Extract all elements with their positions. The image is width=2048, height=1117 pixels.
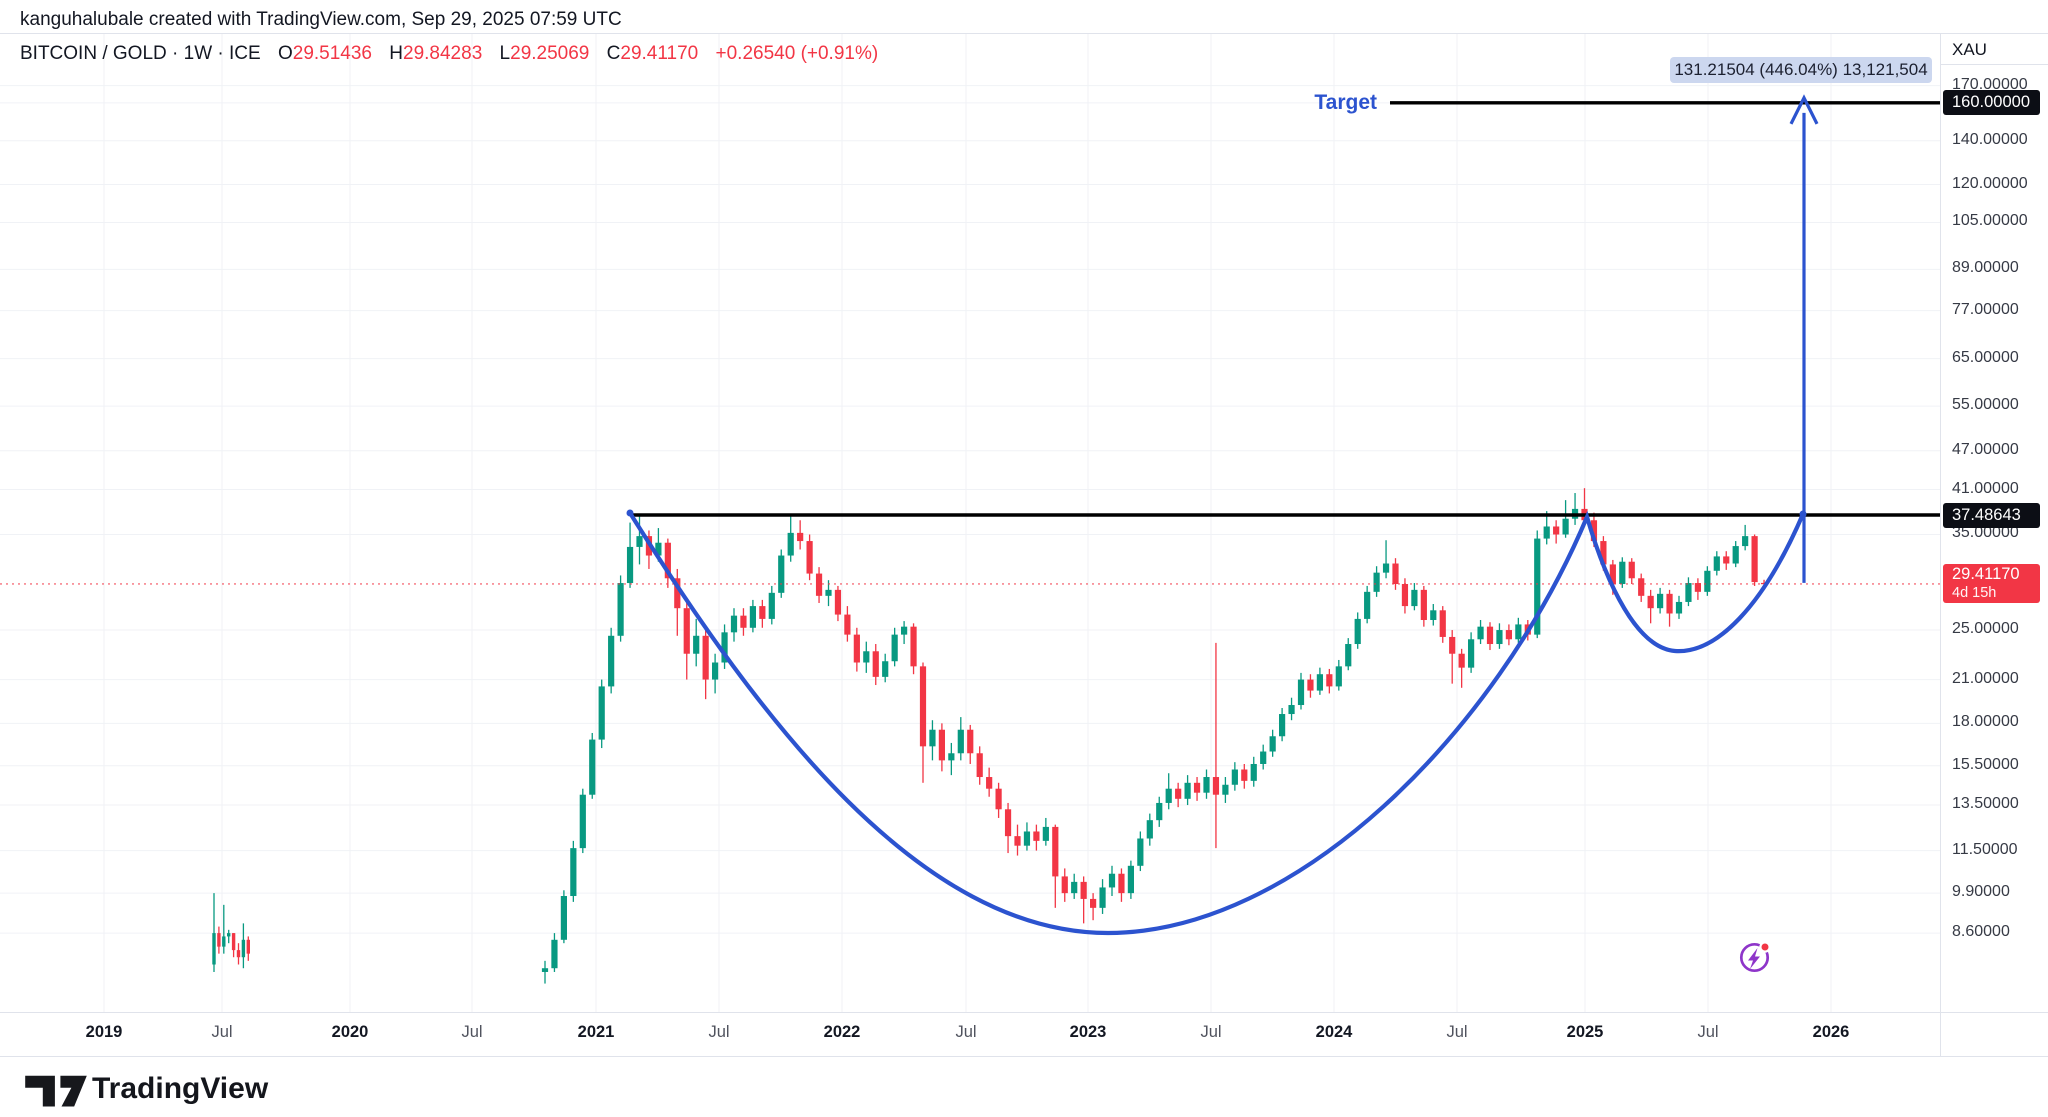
projection-arrow-head: [1789, 94, 1819, 125]
price-tick-label: 170.00000: [1952, 75, 2028, 93]
high-value: 29.84283: [403, 43, 483, 64]
price-tick-label: 65.00000: [1952, 348, 2019, 366]
cup-and-handle-curve[interactable]: [627, 510, 1806, 936]
attribution-text: kanguhalubale created with TradingView.c…: [20, 9, 622, 30]
price-tick-label: 120.00000: [1952, 174, 2028, 192]
time-tick-label: Jul: [955, 1023, 977, 1041]
high-label: H: [389, 43, 404, 64]
time-tick-label: 2022: [823, 1023, 861, 1041]
last-price-badge: 29.41170 4d 15h: [1943, 563, 2040, 603]
time-tick-label: 2019: [85, 1023, 123, 1041]
price-tick-label: 11.50000: [1952, 840, 2018, 858]
time-tick-label: Jul: [1446, 1023, 1468, 1041]
low-label: L: [499, 43, 511, 64]
price-axis-border: [1940, 33, 1941, 1056]
time-axis[interactable]: 2019 Jul 2020 Jul 2021 Jul 2022 Jul 2023 Jul 2024 J…: [0, 1012, 2048, 1056]
price-tick-label: 89.00000: [1952, 259, 2019, 277]
time-tick-label: Jul: [211, 1023, 233, 1041]
open-value: 29.51436: [292, 43, 372, 64]
time-tick-label: Jul: [461, 1023, 483, 1041]
tradingview-brand-text[interactable]: TradingView: [92, 1072, 269, 1105]
price-tick-label: 41.00000: [1952, 479, 2019, 497]
price-tick-label: 13.50000: [1952, 795, 2019, 813]
symbol-header: BITCOIN / GOLD · 1W · ICE O29.51436 H29.…: [20, 43, 878, 65]
price-tick-label: 15.50000: [1952, 755, 2019, 773]
time-tick-label: 2020: [331, 1023, 369, 1041]
price-tick-label: 25.00000: [1952, 620, 2019, 638]
target-price-badge: 160.00000: [1943, 90, 2040, 116]
price-tick-label: 8.60000: [1952, 923, 2010, 941]
time-tick-label: Jul: [708, 1023, 730, 1041]
price-tick-label: 140.00000: [1952, 130, 2028, 148]
candles-main: [541, 488, 1768, 984]
change-value: +0.26540 (+0.91%): [715, 43, 879, 64]
time-tick-label: 2024: [1315, 1023, 1353, 1041]
price-tick-label: 18.00000: [1952, 713, 2019, 731]
chart-top-border: [0, 33, 2048, 34]
price-tick-label: 35.00000: [1952, 524, 2019, 542]
price-tick-label: 21.00000: [1952, 669, 2019, 687]
tradingview-logo-icon[interactable]: [24, 1068, 88, 1112]
curve-anchor-point[interactable]: [626, 509, 634, 517]
plot-area[interactable]: [0, 33, 1940, 1012]
open-label: O: [277, 43, 293, 64]
price-tick-label: 55.00000: [1952, 396, 2019, 414]
price-tick-label: 9.90000: [1952, 883, 2010, 901]
time-tick-label: Jul: [1200, 1023, 1222, 1041]
price-axis-unit: XAU: [1941, 34, 2048, 65]
close-value: 29.41170: [620, 43, 699, 64]
lightning-bolt-glyph: [1748, 948, 1760, 969]
price-axis[interactable]: 170.00000 140.00000 120.00000 105.00000 89.0…: [1940, 0, 2048, 1117]
resistance-price-badge: 37.48643: [1943, 502, 2040, 528]
price-tick-label: 105.00000: [1952, 212, 2028, 230]
time-tick-label: 2021: [577, 1023, 615, 1041]
price-tick-label: 47.00000: [1952, 440, 2019, 458]
price-tick-label: 77.00000: [1952, 300, 2019, 318]
target-label[interactable]: Target: [1314, 91, 1377, 114]
time-tick-label: 2025: [1566, 1023, 1604, 1041]
time-axis-top-border: [0, 1012, 2048, 1013]
time-tick-label: 2026: [1812, 1023, 1850, 1041]
time-axis-bottom-border: [0, 1056, 2048, 1057]
time-tick-label: 2023: [1069, 1023, 1107, 1041]
candles-2019-cluster: [212, 893, 250, 972]
lightning-sticker-icon[interactable]: [1736, 937, 1776, 977]
gridlines: [0, 33, 1940, 1012]
close-label: C: [606, 43, 621, 64]
time-tick-label: Jul: [1697, 1023, 1719, 1041]
symbol-title[interactable]: BITCOIN / GOLD · 1W · ICE: [20, 43, 261, 64]
low-value: 29.25069: [510, 43, 590, 64]
measurement-label[interactable]: 131.21504 (446.04%) 13,121,504: [1670, 57, 1932, 83]
notification-dot: [1759, 941, 1771, 953]
